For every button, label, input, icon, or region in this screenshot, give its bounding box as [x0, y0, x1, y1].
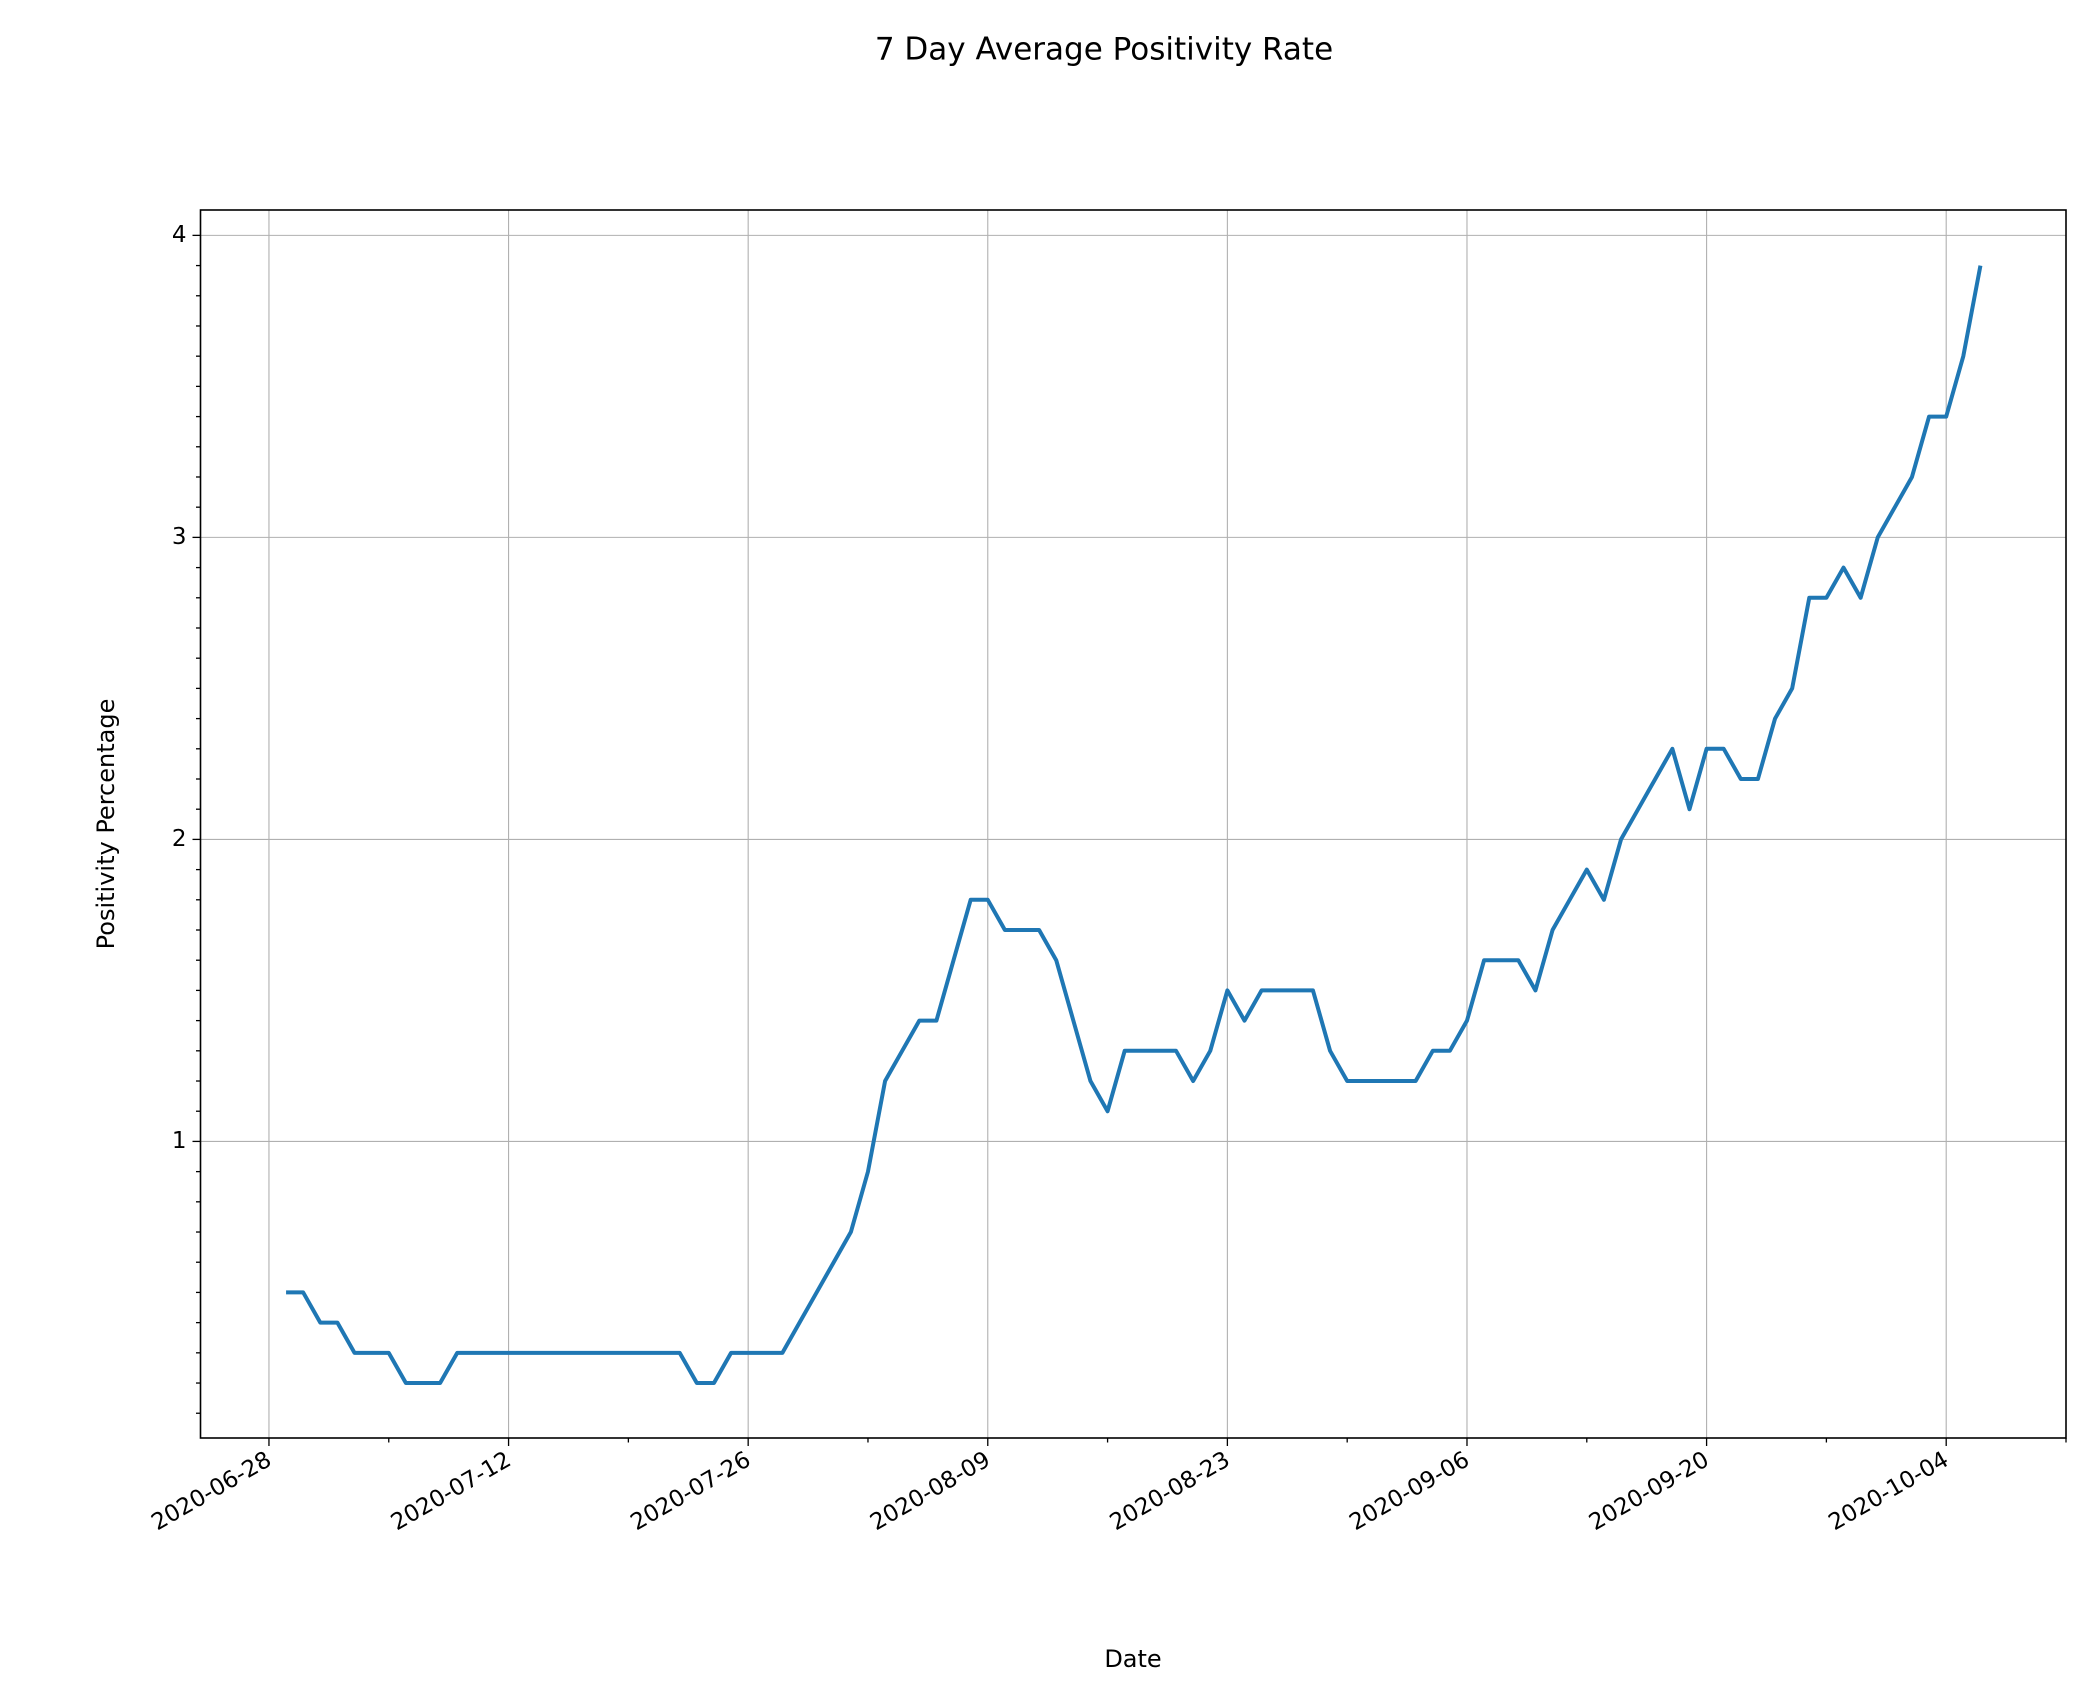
chart-title: 7 Day Average Positivity Rate	[875, 32, 1333, 68]
x-axis-label: Date	[1104, 1645, 1161, 1673]
y-tick-label: 2	[172, 826, 187, 852]
y-axis-label: Positivity Percentage	[92, 699, 120, 950]
y-tick-label: 1	[172, 1128, 187, 1154]
data-line	[286, 265, 1983, 1386]
y-tick-label: 4	[172, 222, 187, 248]
plot-frame	[199, 209, 2067, 1439]
y-tick-label: 3	[172, 524, 187, 550]
